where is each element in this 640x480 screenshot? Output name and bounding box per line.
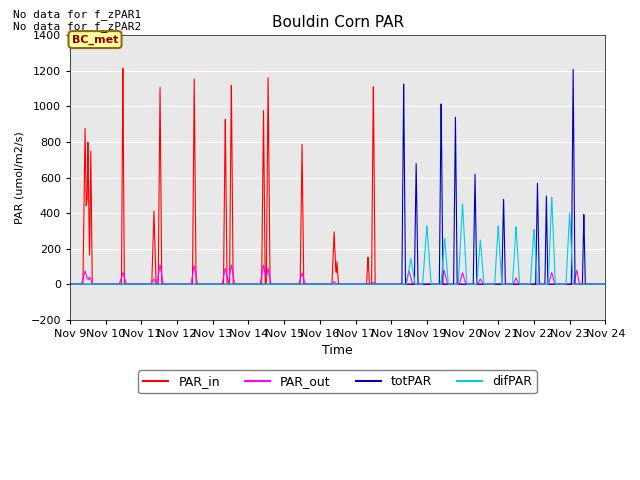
PAR_out bbox=[602, 281, 609, 287]
PAR_out bbox=[601, 281, 609, 287]
PAR_in bbox=[601, 281, 609, 287]
difPAR bbox=[458, 222, 465, 228]
PAR_in bbox=[119, 65, 127, 71]
totPAR bbox=[602, 281, 609, 287]
Line: PAR_out: PAR_out bbox=[70, 265, 605, 284]
totPAR bbox=[488, 281, 495, 287]
totPAR bbox=[317, 281, 325, 287]
totPAR bbox=[163, 281, 170, 287]
Line: totPAR: totPAR bbox=[70, 70, 605, 284]
Line: PAR_in: PAR_in bbox=[70, 68, 605, 284]
PAR_out bbox=[260, 262, 268, 268]
PAR_in bbox=[163, 281, 170, 287]
totPAR bbox=[601, 281, 609, 287]
PAR_in bbox=[318, 281, 326, 287]
Title: Bouldin Corn PAR: Bouldin Corn PAR bbox=[271, 15, 404, 30]
PAR_out bbox=[318, 281, 326, 287]
PAR_in bbox=[488, 281, 496, 287]
Legend: PAR_in, PAR_out, totPAR, difPAR: PAR_in, PAR_out, totPAR, difPAR bbox=[138, 370, 537, 393]
totPAR bbox=[67, 281, 74, 287]
PAR_out bbox=[488, 281, 496, 287]
PAR_out bbox=[458, 274, 465, 279]
totPAR bbox=[570, 67, 577, 72]
difPAR bbox=[428, 281, 436, 287]
totPAR bbox=[428, 281, 436, 287]
PAR_out bbox=[67, 281, 74, 287]
X-axis label: Time: Time bbox=[323, 344, 353, 357]
PAR_in bbox=[458, 281, 465, 287]
PAR_in bbox=[602, 281, 609, 287]
Line: difPAR: difPAR bbox=[70, 197, 605, 284]
difPAR bbox=[602, 281, 609, 287]
totPAR bbox=[458, 281, 465, 287]
PAR_in bbox=[67, 281, 74, 287]
Text: No data for f_zPAR1: No data for f_zPAR1 bbox=[13, 9, 141, 20]
difPAR bbox=[163, 281, 170, 287]
PAR_out bbox=[428, 281, 436, 287]
Text: BC_met: BC_met bbox=[72, 35, 118, 45]
PAR_in bbox=[428, 281, 436, 287]
difPAR bbox=[488, 281, 495, 287]
difPAR bbox=[548, 194, 556, 200]
difPAR bbox=[67, 281, 74, 287]
Y-axis label: PAR (umol/m2/s): PAR (umol/m2/s) bbox=[15, 131, 25, 224]
difPAR bbox=[601, 281, 609, 287]
difPAR bbox=[317, 281, 325, 287]
Text: No data for f_zPAR2: No data for f_zPAR2 bbox=[13, 21, 141, 32]
PAR_out bbox=[163, 281, 170, 287]
